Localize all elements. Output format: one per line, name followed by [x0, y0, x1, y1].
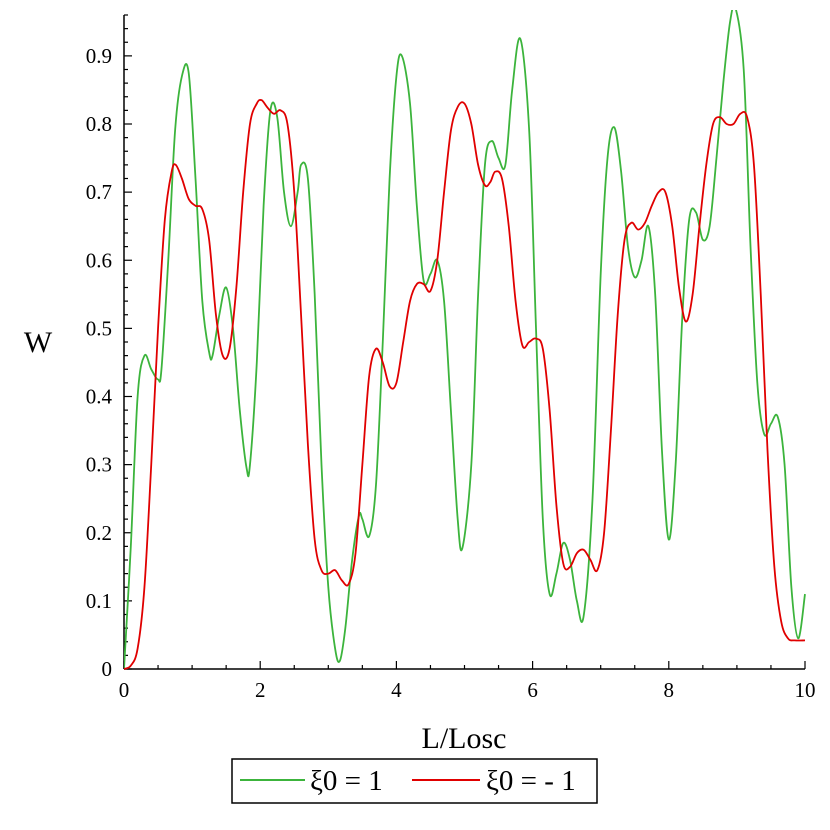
x-axis-label: L/Losc [422, 722, 507, 755]
y-tick-label: 0.2 [86, 521, 112, 545]
x-tick-label: 2 [255, 678, 266, 702]
y-tick-label: 0.4 [86, 385, 113, 409]
series-line-2 [124, 98, 806, 670]
x-tick-label: 4 [391, 678, 402, 702]
legend-label-2: ξ0 = - 1 [486, 765, 576, 797]
y-axis-label: W [24, 326, 53, 359]
plot-area [124, 10, 806, 670]
y-tick-label: 0.6 [86, 248, 112, 272]
x-tick-label: 0 [119, 678, 130, 702]
axes: 0 2 4 6 8 10 0 0.1 0.2 0.3 0.4 0.5 0.6 0.7 0.8 0.9 [86, 14, 816, 702]
x-tick-label: 8 [664, 678, 675, 702]
y-tick-label: 0.3 [86, 453, 112, 477]
x-tick-label: 6 [527, 678, 538, 702]
x-tick-label: 10 [795, 678, 816, 702]
series-line-1 [124, 10, 806, 670]
y-tick-label: 0.1 [86, 589, 112, 613]
y-tick-label: 0.9 [86, 44, 112, 68]
legend-label-1: ξ0 = 1 [310, 765, 383, 797]
y-tick-label: 0.8 [86, 112, 112, 136]
y-tick-label: 0.5 [86, 316, 112, 340]
y-tick-label: 0.7 [86, 180, 112, 204]
y-tick-label: 0 [102, 657, 113, 681]
legend: ξ0 = 1 ξ0 = - 1 [231, 758, 598, 804]
